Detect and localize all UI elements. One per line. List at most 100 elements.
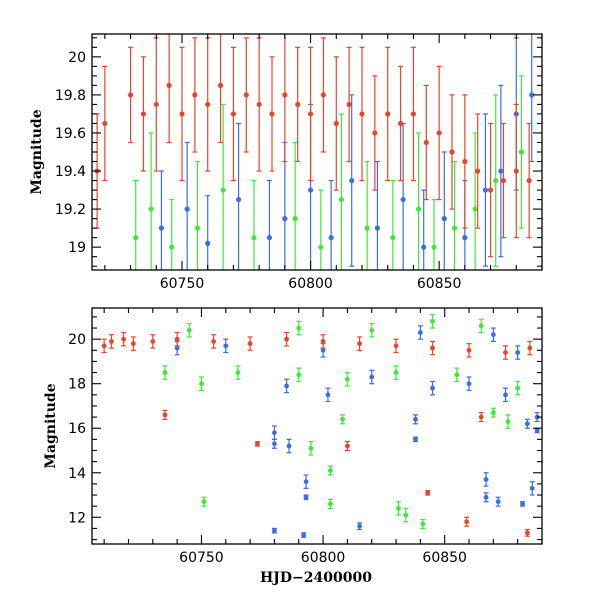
data-point xyxy=(169,244,175,250)
data-point xyxy=(217,82,224,88)
data-point xyxy=(534,428,540,433)
data-point xyxy=(255,441,260,447)
data-point xyxy=(296,372,302,378)
data-point xyxy=(220,187,226,193)
data-point xyxy=(205,101,211,108)
data-point xyxy=(478,414,484,420)
data-point xyxy=(493,177,499,184)
data-point xyxy=(483,477,489,482)
data-point xyxy=(303,479,309,485)
data-point xyxy=(130,341,136,347)
data-point xyxy=(500,177,507,184)
data-point xyxy=(327,501,333,507)
data-point xyxy=(385,111,391,117)
data-point xyxy=(308,445,314,451)
data-point xyxy=(525,530,530,536)
data-point xyxy=(166,82,172,88)
data-point xyxy=(520,501,525,507)
bottom-x-axis-title: HJD−2400000 xyxy=(260,570,372,586)
data-point xyxy=(441,216,447,222)
data-point xyxy=(303,494,309,500)
data-point xyxy=(390,235,396,241)
data-point xyxy=(369,327,375,333)
data-point xyxy=(272,528,277,534)
data-point xyxy=(243,92,249,98)
data-point xyxy=(192,92,198,98)
y-tick-label: 14 xyxy=(68,466,86,482)
data-point xyxy=(325,392,331,398)
data-point xyxy=(328,235,334,241)
data-point xyxy=(205,240,211,246)
data-point xyxy=(121,336,127,342)
data-point xyxy=(487,187,494,193)
data-point xyxy=(403,512,409,518)
data-point xyxy=(284,383,289,389)
data-point xyxy=(109,338,114,344)
data-point xyxy=(295,101,301,108)
data-point xyxy=(430,318,435,324)
data-point xyxy=(211,338,217,344)
y-tick-label: 19 xyxy=(68,240,86,256)
data-point xyxy=(340,416,345,422)
x-tick-label: 60800 xyxy=(301,550,346,566)
data-point xyxy=(153,101,159,108)
data-point xyxy=(529,485,535,491)
data-point xyxy=(272,441,277,447)
data-point xyxy=(462,158,468,165)
data-point xyxy=(320,92,327,98)
data-point xyxy=(223,343,229,349)
data-point xyxy=(357,341,362,347)
data-point xyxy=(345,376,350,382)
data-point xyxy=(513,168,519,174)
data-point xyxy=(417,330,423,335)
data-point xyxy=(251,235,257,241)
data-point xyxy=(372,130,378,136)
data-point xyxy=(140,111,147,117)
data-point xyxy=(230,111,237,117)
data-point xyxy=(495,499,501,505)
data-point xyxy=(423,139,429,146)
data-point xyxy=(505,419,511,424)
data-point xyxy=(466,381,472,387)
data-point xyxy=(483,494,489,500)
data-point xyxy=(525,421,530,427)
data-point xyxy=(256,101,262,108)
data-point xyxy=(490,410,496,416)
data-point xyxy=(148,206,154,212)
data-point xyxy=(436,130,442,136)
data-point xyxy=(174,345,180,351)
top-series-2 xyxy=(94,34,532,258)
y-tick-label: 18 xyxy=(68,377,86,393)
x-tick-label: 60850 xyxy=(417,276,462,292)
data-point xyxy=(284,336,289,342)
bottom-series-1 xyxy=(162,314,521,530)
data-point xyxy=(101,343,107,349)
data-point xyxy=(464,519,469,525)
data-point xyxy=(333,120,339,127)
data-point xyxy=(478,323,484,329)
data-point xyxy=(102,120,108,127)
data-point xyxy=(503,392,508,398)
bottom-panel-frame xyxy=(91,307,543,545)
data-point xyxy=(374,225,381,231)
data-point xyxy=(162,370,168,375)
data-point xyxy=(430,345,435,351)
data-point xyxy=(272,430,277,436)
bottom-panel: 60750 60800 60850 12 14 16 18 20 Magnitude HJD−… xyxy=(43,307,543,586)
data-point xyxy=(413,416,418,422)
data-point xyxy=(490,332,496,338)
data-point xyxy=(158,225,165,231)
data-point xyxy=(431,244,437,250)
y-tick-label: 19.8 xyxy=(55,88,86,104)
data-point xyxy=(451,225,458,231)
data-point xyxy=(235,370,241,375)
data-point xyxy=(393,343,399,349)
data-point xyxy=(529,92,535,98)
data-point xyxy=(266,235,273,241)
data-point xyxy=(127,92,134,98)
y-tick-label: 19.4 xyxy=(55,164,86,180)
data-point xyxy=(526,177,532,184)
bottom-series-2 xyxy=(101,331,533,537)
data-point xyxy=(201,499,207,505)
data-point xyxy=(301,532,307,538)
